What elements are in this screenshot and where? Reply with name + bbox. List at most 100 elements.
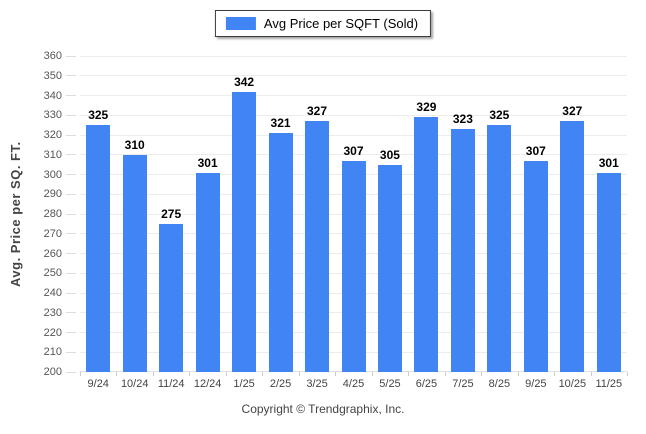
- bar-value-label: 307: [343, 143, 364, 158]
- y-tick-label: 240: [43, 287, 62, 299]
- y-tick-mark: [66, 114, 76, 116]
- copyright-text: Copyright © Trendgraphix, Inc.: [241, 402, 405, 416]
- y-tick-mark: [66, 95, 76, 96]
- gridline: [80, 55, 627, 57]
- bar-value-label: 307: [525, 143, 546, 158]
- legend-swatch-icon: [225, 17, 256, 30]
- x-tick-mark: [262, 372, 264, 376]
- x-tick-label: 10/24: [120, 378, 149, 390]
- bar-10/24: [122, 154, 147, 372]
- y-tick-label: 330: [43, 109, 62, 122]
- legend-label: Avg Price per SQFT (Sold): [263, 16, 419, 31]
- bar-3/25: [305, 121, 330, 372]
- bar-value-label: 342: [234, 74, 255, 89]
- bar-value-label: 325: [88, 108, 109, 123]
- x-tick-label: 1/25: [233, 378, 255, 390]
- bar-value-label: 301: [197, 155, 218, 170]
- y-axis-ticks: 360 350 340 330 320 310 300 290 280 270 260 250 240 2…: [0, 50, 76, 378]
- gridline: [80, 154, 627, 156]
- x-tick-label: 6/25: [415, 378, 438, 390]
- x-tick-mark: [225, 372, 227, 376]
- y-tick-label: 220: [43, 326, 62, 339]
- bar-11/24: [159, 223, 184, 372]
- gridline: [80, 75, 627, 77]
- y-tick-mark: [66, 233, 76, 235]
- bar-4/25: [341, 160, 366, 372]
- x-tick-label: 5/25: [379, 378, 401, 390]
- x-tick-label: 7/25: [452, 378, 474, 390]
- y-tick-mark: [66, 134, 76, 136]
- bar-2/25: [268, 133, 293, 372]
- bar-1/25: [232, 91, 257, 372]
- legend: Avg Price per SQFT (Sold): [214, 10, 432, 37]
- y-tick-mark: [66, 371, 76, 373]
- bar-8/25: [487, 125, 512, 372]
- y-tick-mark: [66, 174, 76, 175]
- gridline: [80, 95, 627, 96]
- y-tick-label: 350: [43, 69, 62, 82]
- x-tick-label: 10/25: [558, 378, 587, 390]
- y-tick-label: 270: [43, 227, 62, 240]
- y-tick-mark: [66, 332, 76, 333]
- y-tick-mark: [66, 193, 76, 195]
- x-tick-mark: [554, 372, 556, 376]
- y-tick-mark: [66, 272, 76, 274]
- x-tick-mark: [189, 372, 191, 376]
- bar-value-label: 310: [124, 137, 145, 152]
- x-tick-label: 2/25: [269, 378, 292, 390]
- bar-9/24: [86, 125, 111, 372]
- x-tick-label: 9/24: [87, 378, 109, 390]
- y-tick-label: 210: [43, 346, 62, 359]
- bar-value-label: 327: [562, 104, 583, 119]
- bar-value-label: 305: [379, 147, 400, 162]
- x-tick-label: 4/25: [342, 378, 365, 390]
- bar-7/25: [450, 129, 475, 372]
- y-tick-mark: [66, 75, 76, 77]
- bar-value-label: 321: [270, 116, 291, 131]
- x-tick-label: 11/24: [157, 378, 185, 390]
- x-tick-mark: [371, 372, 373, 376]
- bar-value-label: 329: [416, 100, 437, 115]
- bar-value-label: 301: [598, 155, 619, 170]
- y-tick-label: 320: [43, 129, 62, 141]
- x-tick-mark: [298, 372, 300, 376]
- x-tick-label: 8/25: [488, 378, 511, 390]
- x-tick-mark: [444, 372, 446, 376]
- bar-12/24: [195, 172, 220, 372]
- x-tick-mark: [335, 372, 337, 376]
- bar-10/25: [560, 121, 585, 372]
- y-tick-label: 290: [43, 188, 62, 201]
- x-tick-label: 9/25: [525, 378, 547, 390]
- x-tick-mark: [408, 372, 410, 376]
- x-tick-label: 11/25: [595, 378, 623, 390]
- x-axis-labels: 9/24 10/24 11/24 12/24 1/25 2/25 3/25 4/25 5/25 6…: [80, 378, 627, 390]
- y-tick-mark: [66, 213, 76, 215]
- y-tick-mark: [66, 55, 76, 57]
- gridline: [80, 134, 627, 136]
- gridline: [80, 114, 627, 116]
- x-tick-mark: [590, 372, 592, 376]
- x-tick-mark: [481, 372, 483, 376]
- x-tick-mark: [116, 372, 118, 376]
- y-tick-mark: [66, 312, 76, 314]
- bar-9/25: [523, 160, 548, 372]
- plot-area: 325 310 275 301 342 321 327 307 305 329 323 325 307 3…: [80, 55, 628, 376]
- y-tick-label: 280: [43, 208, 62, 220]
- bar-5/25: [377, 164, 402, 372]
- y-tick-label: 340: [43, 89, 62, 102]
- x-tick-mark: [152, 372, 154, 376]
- bar-value-label: 327: [307, 104, 328, 119]
- y-tick-mark: [66, 351, 76, 353]
- y-tick-label: 250: [43, 267, 62, 280]
- x-tick-label: 12/24: [193, 378, 222, 390]
- y-tick-mark: [66, 154, 76, 156]
- y-tick-label: 200: [43, 366, 62, 378]
- x-tick-label: 3/25: [306, 378, 328, 390]
- x-tick-mark: [80, 372, 81, 376]
- y-tick-label: 260: [43, 247, 62, 260]
- x-tick-mark: [627, 372, 628, 376]
- bar-value-label: 325: [489, 108, 510, 123]
- bar-11/25: [596, 172, 621, 372]
- y-tick-mark: [66, 253, 76, 254]
- bar-6/25: [414, 117, 439, 372]
